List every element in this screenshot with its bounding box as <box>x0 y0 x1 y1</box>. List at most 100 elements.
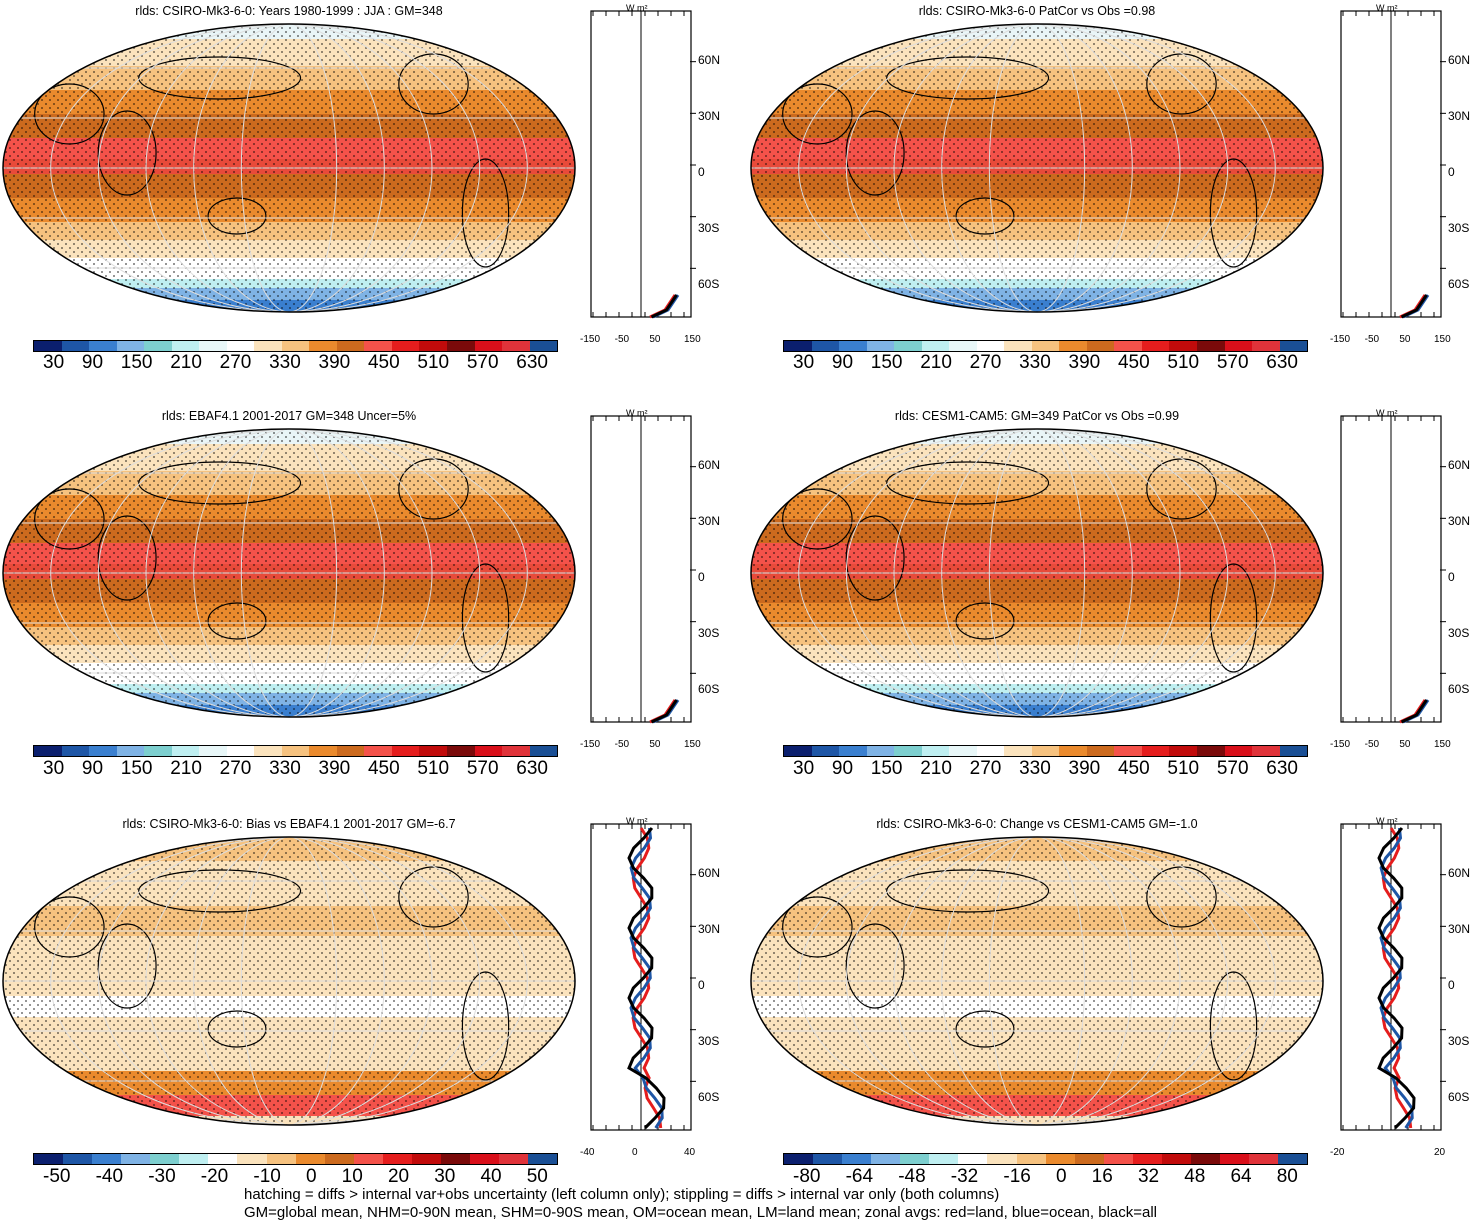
colorbar-label: 450 <box>1117 758 1150 779</box>
latitude-label: 30S <box>1448 221 1470 235</box>
colorbar-swatch <box>1219 1154 1249 1164</box>
colorbar-swatch <box>1190 1154 1220 1164</box>
colorbar-label: 390 <box>318 758 351 779</box>
colorbar-swatch <box>499 1154 529 1164</box>
colorbar-swatch <box>1141 746 1170 756</box>
colorbar-label: 64 <box>1230 1166 1252 1187</box>
colorbar-label: 40 <box>480 1166 502 1187</box>
latitude-label: 60N <box>698 53 721 67</box>
colorbar-swatch <box>1045 1154 1075 1164</box>
colorbar-swatch <box>34 746 62 756</box>
colorbar-swatch <box>61 746 90 756</box>
panel-title: rlds: CSIRO-Mk3-6-0: Bias vs EBAF4.1 200… <box>122 817 456 831</box>
colorbar-label: 32 <box>1137 1166 1160 1187</box>
colorbar-swatch <box>474 341 503 351</box>
panel-title: rlds: CSIRO-Mk3-6-0 PatCor vs Obs =0.98 <box>918 4 1156 18</box>
colorbar-swatch <box>1031 341 1060 351</box>
colorbar-swatch <box>502 746 530 756</box>
colorbar-swatch <box>419 341 447 351</box>
colorbar-swatch <box>1196 746 1225 756</box>
zonal-average-plot-3 <box>1340 415 1446 724</box>
latitude-label: 0 <box>1448 165 1455 179</box>
colorbar <box>33 745 558 757</box>
colorbar-label: 390 <box>1068 352 1101 373</box>
colorbar-label: 630 <box>1266 352 1298 373</box>
zonal-x-tick: -150 <box>580 334 601 345</box>
colorbar-swatch <box>309 746 337 756</box>
colorbar-swatch <box>1224 341 1253 351</box>
colorbar-label: 30 <box>434 1166 456 1187</box>
colorbar-label: -80 <box>793 1166 821 1187</box>
latitude-label: 60S <box>698 682 720 696</box>
panel-title: rlds: CSIRO-Mk3-6-0: Years 1980-1999 : J… <box>135 4 443 18</box>
latitude-label: 60S <box>1448 1090 1470 1104</box>
colorbar-swatch <box>295 1154 325 1164</box>
colorbar-swatch <box>1252 341 1280 351</box>
colorbar-swatch <box>784 1154 814 1164</box>
latitude-label: 30S <box>1448 626 1470 640</box>
colorbar-swatch <box>199 746 227 756</box>
colorbar-swatch <box>1004 341 1032 351</box>
colorbar-label: 90 <box>81 758 104 779</box>
colorbar-swatch <box>1016 1154 1046 1164</box>
colorbar-swatch <box>1169 341 1197 351</box>
colorbar-label: 510 <box>417 352 450 373</box>
colorbar-label: -32 <box>950 1166 979 1187</box>
colorbar-label: 330 <box>1019 758 1051 779</box>
colorbar-swatch <box>171 746 200 756</box>
latitude-label: 30S <box>698 1034 720 1048</box>
zonal-x-tick: 50 <box>1399 739 1411 750</box>
colorbar-label: -48 <box>898 1166 926 1187</box>
colorbar-label: -16 <box>1003 1166 1031 1187</box>
colorbar <box>783 340 1308 352</box>
colorbar-swatch <box>987 1154 1017 1164</box>
latitude-label: 30S <box>698 626 720 640</box>
colorbar-swatch <box>226 341 255 351</box>
colorbar-swatch <box>1252 746 1280 756</box>
colorbar-swatch <box>894 746 922 756</box>
colorbar-swatch <box>949 341 977 351</box>
colorbar-swatch <box>364 746 392 756</box>
colorbar-swatch <box>921 341 950 351</box>
colorbar-swatch <box>336 746 365 756</box>
colorbar-swatch <box>929 1154 959 1164</box>
colorbar-swatch <box>976 746 1005 756</box>
robinson-map-3 <box>750 428 1324 718</box>
zonal-x-tick: -50 <box>614 334 630 345</box>
colorbar-label: -50 <box>43 1166 71 1187</box>
colorbar-swatch <box>324 1154 354 1164</box>
latitude-label: 0 <box>698 978 705 992</box>
colorbar-swatch <box>1086 341 1115 351</box>
colorbar-label: 630 <box>1266 758 1298 779</box>
colorbar-swatch <box>1169 746 1197 756</box>
colorbar-swatch <box>63 1154 93 1164</box>
colorbar-swatch <box>866 341 895 351</box>
colorbar-label: 210 <box>170 758 202 779</box>
colorbar-swatch <box>89 746 117 756</box>
latitude-label: 0 <box>698 570 705 584</box>
colorbar-swatch <box>1059 746 1087 756</box>
zonal-x-tick: 150 <box>1434 334 1451 345</box>
unit-label: W m² <box>1376 3 1398 13</box>
colorbar-label: 270 <box>219 758 252 779</box>
colorbar-swatch <box>116 746 145 756</box>
latitude-label: 30N <box>1448 109 1471 123</box>
colorbar-swatch <box>446 746 475 756</box>
colorbar-labels: 30 90 150 210 270 330 390 450 510 570 630 <box>793 758 1298 780</box>
colorbar-swatch <box>171 341 200 351</box>
colorbar-labels: -80 -64 -48 -32 -16 0 16 32 48 64 80 <box>793 1166 1298 1188</box>
colorbar-label: 150 <box>870 758 903 779</box>
colorbar-label: 30 <box>793 352 815 373</box>
latitude-label: 30N <box>1448 922 1471 936</box>
colorbar-label: 30 <box>43 758 65 779</box>
colorbar-swatch <box>1278 1154 1308 1164</box>
colorbar-label: -10 <box>253 1166 281 1187</box>
latitude-label: 0 <box>1448 570 1455 584</box>
colorbar-swatch <box>842 1154 872 1164</box>
colorbar-label: 50 <box>526 1166 548 1187</box>
colorbar-swatch <box>144 746 172 756</box>
colorbar-swatch <box>89 341 117 351</box>
colorbar-swatch <box>1279 746 1308 756</box>
robinson-map-0 <box>2 23 576 313</box>
zonal-x-tick: 50 <box>649 334 661 345</box>
